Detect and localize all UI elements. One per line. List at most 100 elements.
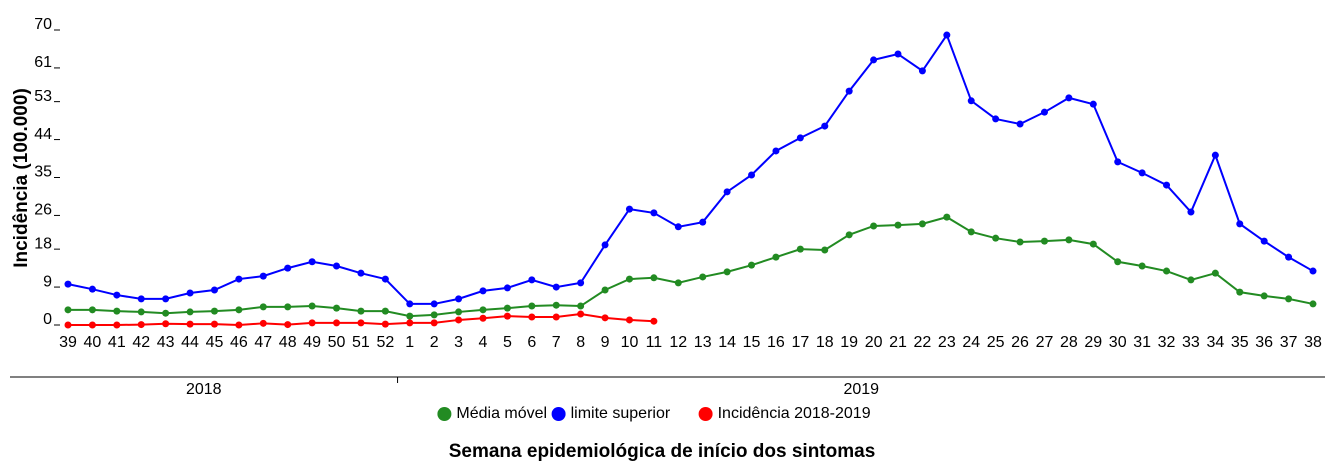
data-point [943, 213, 951, 221]
data-point [625, 205, 633, 213]
data-point [918, 67, 926, 75]
data-point [137, 308, 145, 316]
data-point [601, 314, 609, 322]
data-point [796, 245, 804, 253]
data-point [1163, 181, 1171, 189]
x-tick-label: 3 [454, 334, 463, 351]
data-point [870, 222, 878, 230]
data-point [1211, 151, 1219, 159]
x-tick-label: 38 [1304, 334, 1322, 351]
x-tick-label: 41 [108, 334, 126, 351]
data-point [259, 272, 267, 280]
data-point [64, 306, 72, 314]
data-point [845, 231, 853, 239]
data-point [918, 220, 926, 228]
x-tick-label: 43 [157, 334, 175, 351]
data-point [1016, 120, 1024, 128]
data-point [894, 221, 902, 229]
data-point [1187, 276, 1195, 284]
data-point [967, 97, 975, 105]
data-point [552, 283, 560, 291]
data-point [1114, 258, 1122, 266]
data-point [113, 321, 121, 329]
x-tick-label: 18 [816, 334, 834, 351]
data-point [1138, 262, 1146, 270]
data-point [357, 269, 365, 277]
x-tick-label: 20 [865, 334, 883, 351]
data-point [528, 302, 536, 310]
data-point [406, 312, 414, 320]
data-point [333, 262, 341, 270]
data-point [1211, 269, 1219, 277]
x-axis-title: Semana epidemiológica de início dos sint… [449, 441, 876, 462]
data-point [235, 321, 243, 329]
data-point [577, 279, 585, 287]
data-point [1309, 267, 1317, 275]
data-point [650, 209, 658, 217]
x-tick-label: 52 [376, 334, 394, 351]
data-point [1114, 158, 1122, 166]
x-tick-label: 21 [889, 334, 907, 351]
data-point [455, 295, 463, 303]
x-tick-label: 31 [1133, 334, 1151, 351]
y-tick-label: 44 [34, 126, 52, 143]
x-tick-label: 19 [840, 334, 858, 351]
x-tick-label: 5 [503, 334, 512, 351]
data-point [1236, 288, 1244, 296]
x-tick-label: 48 [279, 334, 297, 351]
data-point [186, 289, 194, 297]
y-tick-label: 9 [43, 273, 52, 290]
data-point [1138, 169, 1146, 177]
data-point [1040, 108, 1048, 116]
data-point [650, 274, 658, 282]
data-point [723, 188, 731, 196]
data-point [577, 302, 585, 310]
data-point [455, 308, 463, 316]
data-point [674, 279, 682, 287]
x-tick-label: 22 [914, 334, 932, 351]
data-point [455, 316, 463, 324]
x-tick-label: 46 [230, 334, 248, 351]
data-point [333, 319, 341, 327]
data-point [235, 275, 243, 283]
data-point [162, 295, 170, 303]
data-point [406, 319, 414, 327]
data-point [503, 304, 511, 312]
x-tick-label: 1 [405, 334, 414, 351]
data-point [601, 241, 609, 249]
data-point [479, 306, 487, 314]
data-point [1309, 300, 1317, 308]
data-point [845, 87, 853, 95]
data-point [406, 300, 414, 308]
legend-label: Média móvel [456, 405, 547, 422]
x-tick-label: 13 [694, 334, 712, 351]
x-tick-label: 42 [132, 334, 150, 351]
y-axis-title: Incidência (100.000) [11, 88, 32, 268]
y-tick-label: 26 [34, 202, 52, 219]
legend-marker [698, 407, 713, 421]
data-point [137, 321, 145, 329]
x-tick-label: 14 [718, 334, 736, 351]
x-tick-label: 4 [479, 334, 488, 351]
data-point [186, 320, 194, 328]
y-tick-label: 35 [34, 164, 52, 181]
x-tick-label: 12 [669, 334, 687, 351]
data-point [748, 171, 756, 179]
data-point [357, 319, 365, 327]
data-point [235, 306, 243, 314]
data-point [1260, 292, 1268, 300]
data-point [162, 309, 170, 317]
data-point [88, 306, 96, 314]
data-point [1285, 253, 1293, 261]
x-tick-label: 2 [430, 334, 439, 351]
data-point [625, 316, 633, 324]
data-point [821, 246, 829, 254]
x-tick-label: 47 [254, 334, 272, 351]
x-tick-label: 50 [328, 334, 346, 351]
data-point [1187, 208, 1195, 216]
data-point [1065, 94, 1073, 102]
data-point [503, 284, 511, 292]
data-point [1016, 238, 1024, 246]
data-point [943, 31, 951, 39]
data-point [186, 308, 194, 316]
